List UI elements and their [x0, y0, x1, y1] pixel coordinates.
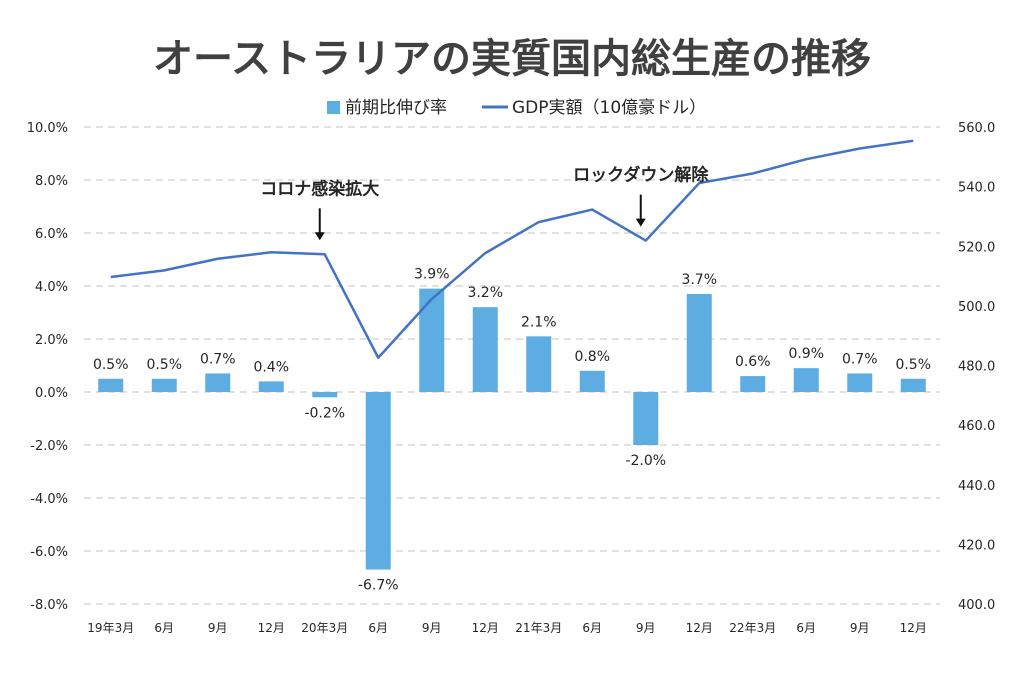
x-tick-label: 20年3月 — [301, 621, 348, 635]
annotation-label: ロックダウン解除 — [573, 165, 709, 186]
x-tick-label: 12月 — [900, 621, 927, 635]
bar — [740, 376, 766, 392]
x-tick-label: 19年3月 — [87, 621, 134, 635]
bar-data-label: -2.0% — [625, 453, 666, 469]
legend-line-label: GDP実額（10億豪ドル） — [512, 97, 706, 118]
y-right-tick-label: 540.0 — [958, 181, 995, 196]
bar — [258, 381, 284, 392]
bar — [205, 373, 231, 392]
bar — [312, 392, 338, 398]
y-left-tick-label: 0.0% — [35, 386, 68, 401]
y-left-tick-label: -6.0% — [30, 545, 68, 560]
y-left-tick-label: -4.0% — [30, 492, 68, 507]
bar-data-label: 0.7% — [200, 351, 236, 367]
y-right-tick-label: 480.0 — [958, 360, 995, 375]
y-right-tick-label: 460.0 — [958, 419, 995, 434]
bar-data-label: 0.9% — [788, 346, 824, 362]
y-right-tick-label: 400.0 — [958, 598, 995, 613]
bar-data-label: 0.5% — [93, 357, 129, 373]
bar — [151, 378, 177, 392]
bar — [419, 288, 445, 392]
bar — [686, 293, 712, 392]
y-left-tick-label: -2.0% — [30, 439, 68, 454]
y-left-tick-label: 8.0% — [35, 174, 68, 189]
bar-data-label: 0.5% — [146, 357, 182, 373]
x-tick-label: 12月 — [472, 621, 499, 635]
x-tick-label: 9月 — [850, 621, 870, 635]
y-left-tick-label: 2.0% — [35, 333, 68, 348]
x-tick-label: 6月 — [796, 621, 816, 635]
x-tick-label: 6月 — [154, 621, 174, 635]
gdp-line — [110, 139, 914, 359]
y-right-tick-label: 420.0 — [958, 538, 995, 553]
bar-data-label: -6.7% — [358, 578, 399, 594]
bar-data-label: 0.6% — [735, 354, 771, 370]
bar-data-label: 3.9% — [414, 267, 450, 283]
y-left-tick-label: -8.0% — [30, 598, 68, 613]
annotation-arrowhead — [314, 232, 325, 241]
bar — [793, 368, 819, 392]
bar — [900, 378, 926, 392]
chart-title: オーストラリアの実質国内総生産の推移 — [153, 36, 871, 82]
y-right-tick-label: 520.0 — [958, 240, 995, 255]
y-left-tick-label: 6.0% — [35, 227, 68, 242]
bar — [365, 392, 391, 570]
y-left-tick-label: 10.0% — [27, 121, 68, 136]
bar-data-label: 3.2% — [467, 285, 503, 301]
bar — [472, 307, 498, 392]
x-tick-label: 9月 — [636, 621, 656, 635]
annotation-arrowhead — [635, 218, 646, 227]
y-axis-right: 400.0 420.0 440.0 460.0 480.0 500.0 520.0 540.0… — [958, 121, 995, 613]
x-axis: 19年3月 6月 9月 12月 20年3月 6月 9月 12月 21年3月 6月 9月 12月 22年3… — [87, 621, 927, 635]
bar — [98, 378, 124, 392]
y-axis-left: -8.0% -6.0% -4.0% -2.0% 0.0% 2.0% 4.0% 6.0% 8.0%… — [27, 121, 68, 613]
bar — [579, 370, 605, 392]
bar-data-label: -0.2% — [304, 405, 345, 421]
x-tick-label: 21年3月 — [515, 621, 562, 635]
x-tick-label: 12月 — [258, 621, 285, 635]
x-tick-label: 9月 — [422, 621, 442, 635]
y-right-tick-label: 440.0 — [958, 479, 995, 494]
bar — [526, 336, 552, 392]
bar-series: 0.5% 0.5% 0.7% 0.4% -0.2% -6.7% 3.9% 3.2% 2.1% 0.… — [93, 267, 931, 594]
legend-bar-label: 前期比伸び率 — [345, 98, 447, 118]
y-right-tick-label: 500.0 — [958, 300, 995, 315]
y-left-tick-label: 4.0% — [35, 280, 68, 295]
line-series — [110, 139, 914, 359]
bar-data-label: 3.7% — [681, 272, 717, 288]
bar-data-label: 0.5% — [895, 357, 931, 373]
annotations: コロナ感染拡大 ロックダウン解除 — [260, 165, 709, 241]
bar-data-label: 0.7% — [842, 351, 878, 367]
x-tick-label: 12月 — [686, 621, 713, 635]
legend-bar-swatch — [327, 101, 340, 114]
x-tick-label: 9月 — [208, 621, 228, 635]
bar-data-label: 2.1% — [521, 314, 557, 330]
annotation-label: コロナ感染拡大 — [260, 178, 379, 199]
y-right-tick-label: 560.0 — [958, 121, 995, 136]
x-tick-label: 6月 — [368, 621, 388, 635]
bar-data-label: 0.8% — [574, 349, 610, 365]
x-tick-label: 6月 — [582, 621, 602, 635]
x-tick-label: 22年3月 — [729, 621, 776, 635]
bar-data-label: 0.4% — [253, 359, 289, 375]
bar — [633, 392, 659, 445]
bar — [847, 373, 873, 392]
legend: 前期比伸び率 GDP実額（10億豪ドル） — [327, 97, 706, 118]
